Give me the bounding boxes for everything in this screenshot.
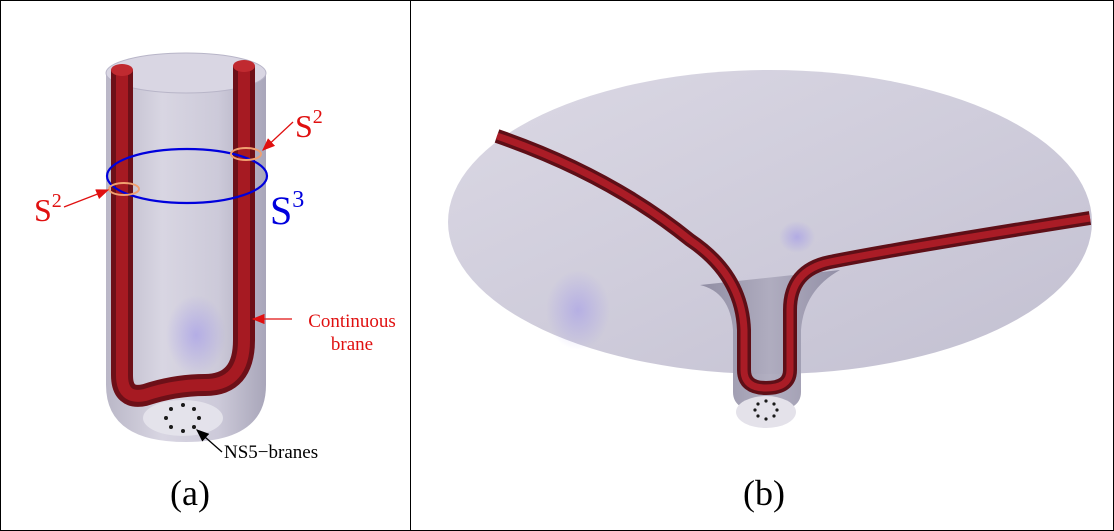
disc-glow-center (779, 221, 815, 253)
panel-divider (410, 0, 411, 531)
bottom-cap (143, 400, 223, 436)
s2-right-label: S2 (295, 106, 323, 144)
s2-left-label: S2 (34, 190, 62, 228)
brane-top-left (111, 64, 133, 76)
brane-top-right (233, 60, 255, 72)
funnel-disc (448, 70, 1092, 374)
panel-a: S2 S2 S3 Continuous brane NS5−branes (a) (34, 52, 396, 513)
continuous-brane-label-line2: brane (331, 334, 373, 355)
cylinder-surface (106, 73, 266, 442)
brane-tube-b-highlight (495, 132, 1091, 392)
s2-left-arrow (63, 189, 110, 208)
s2-circle-right (230, 147, 262, 161)
continuous-brane-label-line1: Continuous (308, 311, 396, 332)
ns5-branes-label: NS5−branes (224, 442, 318, 463)
ns5-branes-dots-b (753, 399, 779, 421)
s3-circle (105, 147, 269, 205)
caption-b: (b) (743, 473, 785, 513)
panel-b: (b) (448, 70, 1092, 513)
cylinder-top (105, 52, 267, 94)
ns5-branes-dots (164, 403, 201, 433)
disc-glow-left (546, 270, 610, 350)
s2-right-arrow (262, 121, 294, 151)
caption-a: (a) (170, 473, 210, 513)
s2-circle-left (108, 182, 140, 196)
surface-glow (166, 295, 226, 375)
s3-label: S3 (270, 187, 304, 233)
throat-bottom-cap (736, 396, 796, 428)
ns5-arrow (196, 429, 223, 453)
continuous-brane-highlight (116, 66, 250, 402)
